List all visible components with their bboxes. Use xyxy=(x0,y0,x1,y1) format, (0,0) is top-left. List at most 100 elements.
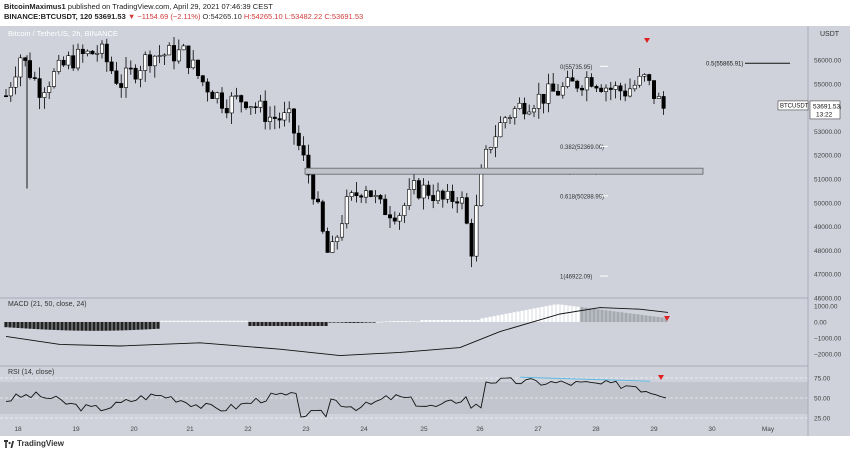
macd-histogram-bar xyxy=(408,321,412,322)
price-tick-label: 56000.00 xyxy=(814,58,841,65)
rsi-tick-label: 75.00 xyxy=(814,376,831,383)
macd-histogram-bar xyxy=(480,318,484,322)
candle xyxy=(411,180,416,190)
macd-histogram-bar xyxy=(140,322,144,330)
macd-histogram-bar xyxy=(392,321,396,322)
candle xyxy=(450,190,455,202)
candle xyxy=(512,108,517,118)
macd-histogram-bar xyxy=(244,320,248,322)
macd-histogram-bar xyxy=(68,322,72,331)
candle xyxy=(13,76,18,88)
candle xyxy=(570,77,575,82)
low-value: L:53482.22 xyxy=(284,12,323,21)
candle xyxy=(359,195,364,198)
macd-histogram-bar xyxy=(540,306,544,322)
macd-histogram-bar xyxy=(336,322,340,323)
candle xyxy=(397,215,402,222)
price-tick-label: 49000.00 xyxy=(814,224,841,231)
candle xyxy=(651,80,656,99)
macd-histogram-bar xyxy=(192,320,196,322)
macd-histogram-bar xyxy=(648,315,652,322)
tradingview-brand[interactable]: TradingView xyxy=(17,439,64,448)
macd-histogram-bar xyxy=(548,305,552,322)
macd-histogram-bar xyxy=(196,320,200,322)
macd-histogram-bar xyxy=(528,309,532,322)
tradingview-logo-icon xyxy=(4,440,14,448)
candle xyxy=(479,169,484,206)
macd-histogram-bar xyxy=(164,320,168,322)
macd-histogram-bar xyxy=(616,311,620,322)
countdown: 13:22 xyxy=(816,111,833,118)
macd-histogram-bar xyxy=(184,320,188,322)
macd-histogram-bar xyxy=(200,320,204,322)
candle xyxy=(642,74,647,77)
time-tick-label: 28 xyxy=(592,426,600,433)
macd-histogram-bar xyxy=(152,322,156,329)
macd-histogram-bar xyxy=(172,320,176,322)
publish-info: BitcoinMaximus1 published on TradingView… xyxy=(4,2,273,11)
candle xyxy=(579,87,584,91)
candle xyxy=(114,70,119,84)
macd-histogram-bar xyxy=(136,322,140,330)
macd-histogram-bar xyxy=(344,322,348,323)
candle xyxy=(551,83,556,92)
macd-histogram-bar xyxy=(32,322,36,329)
macd-histogram-bar xyxy=(472,320,476,322)
author-name[interactable]: BitcoinMaximus1 xyxy=(4,2,66,11)
price-tick-label: 53000.00 xyxy=(814,129,841,136)
candle xyxy=(162,54,167,57)
macd-histogram-bar xyxy=(228,320,232,322)
macd-histogram-bar xyxy=(352,322,356,323)
macd-histogram-bar xyxy=(280,322,284,326)
symbol-name[interactable]: BINANCE:BTCUSDT, 120 xyxy=(4,12,93,21)
macd-histogram-bar xyxy=(168,320,172,322)
macd-tick-label: −1000.00 xyxy=(814,336,842,343)
candle xyxy=(71,55,76,69)
macd-histogram-bar xyxy=(412,321,416,323)
candle xyxy=(277,118,282,121)
macd-pane[interactable] xyxy=(4,304,670,357)
candle xyxy=(23,57,28,61)
macd-histogram-bar xyxy=(148,322,152,330)
macd-histogram-bar xyxy=(572,306,576,322)
candle xyxy=(402,205,407,216)
macd-histogram-bar xyxy=(612,311,616,322)
candle xyxy=(244,101,249,109)
macd-histogram-bar xyxy=(232,320,236,322)
rsi-divergence-line xyxy=(519,376,651,382)
time-tick-label: 21 xyxy=(186,426,194,433)
macd-histogram-bar xyxy=(240,320,244,322)
candle xyxy=(469,222,474,257)
chart-canvas[interactable]: 0(55735.95)0.382(52369.06)0.5(51329.02)0… xyxy=(0,26,850,436)
chart-area[interactable]: 0(55735.95)0.382(52369.06)0.5(51329.02)0… xyxy=(0,26,850,436)
rsi-pane[interactable] xyxy=(0,375,808,419)
macd-histogram-bar xyxy=(340,322,344,323)
candle xyxy=(210,91,215,99)
macd-histogram-bar xyxy=(492,316,496,322)
macd-histogram-bar xyxy=(44,322,48,330)
footer: TradingView xyxy=(0,436,850,453)
price-tick-label: 50000.00 xyxy=(814,200,841,207)
candle xyxy=(555,90,560,96)
macd-histogram-bar xyxy=(580,307,584,322)
candle xyxy=(320,201,325,232)
time-tick-label: 19 xyxy=(72,426,80,433)
candle xyxy=(455,201,460,204)
macd-histogram-bar xyxy=(96,322,100,331)
price-change: ▼ −1154.69 (−2.11%) xyxy=(127,12,201,21)
macd-histogram-bar xyxy=(596,309,600,322)
candle xyxy=(431,195,436,202)
candle xyxy=(627,88,632,97)
candle xyxy=(200,75,205,83)
time-tick-label: 25 xyxy=(420,426,428,433)
macd-histogram-bar xyxy=(316,322,320,326)
candle xyxy=(124,67,129,88)
macd-histogram-bar xyxy=(120,322,124,331)
candle xyxy=(138,70,143,80)
price-pane[interactable]: 0(55735.95)0.382(52369.06)0.5(51329.02)0… xyxy=(4,37,790,281)
candle xyxy=(392,217,397,222)
macd-histogram-bar xyxy=(24,322,28,329)
currency-label: USDT xyxy=(820,31,840,38)
fib-level-label: 1(46922.09) xyxy=(560,275,592,281)
macd-histogram-bar xyxy=(396,321,400,322)
